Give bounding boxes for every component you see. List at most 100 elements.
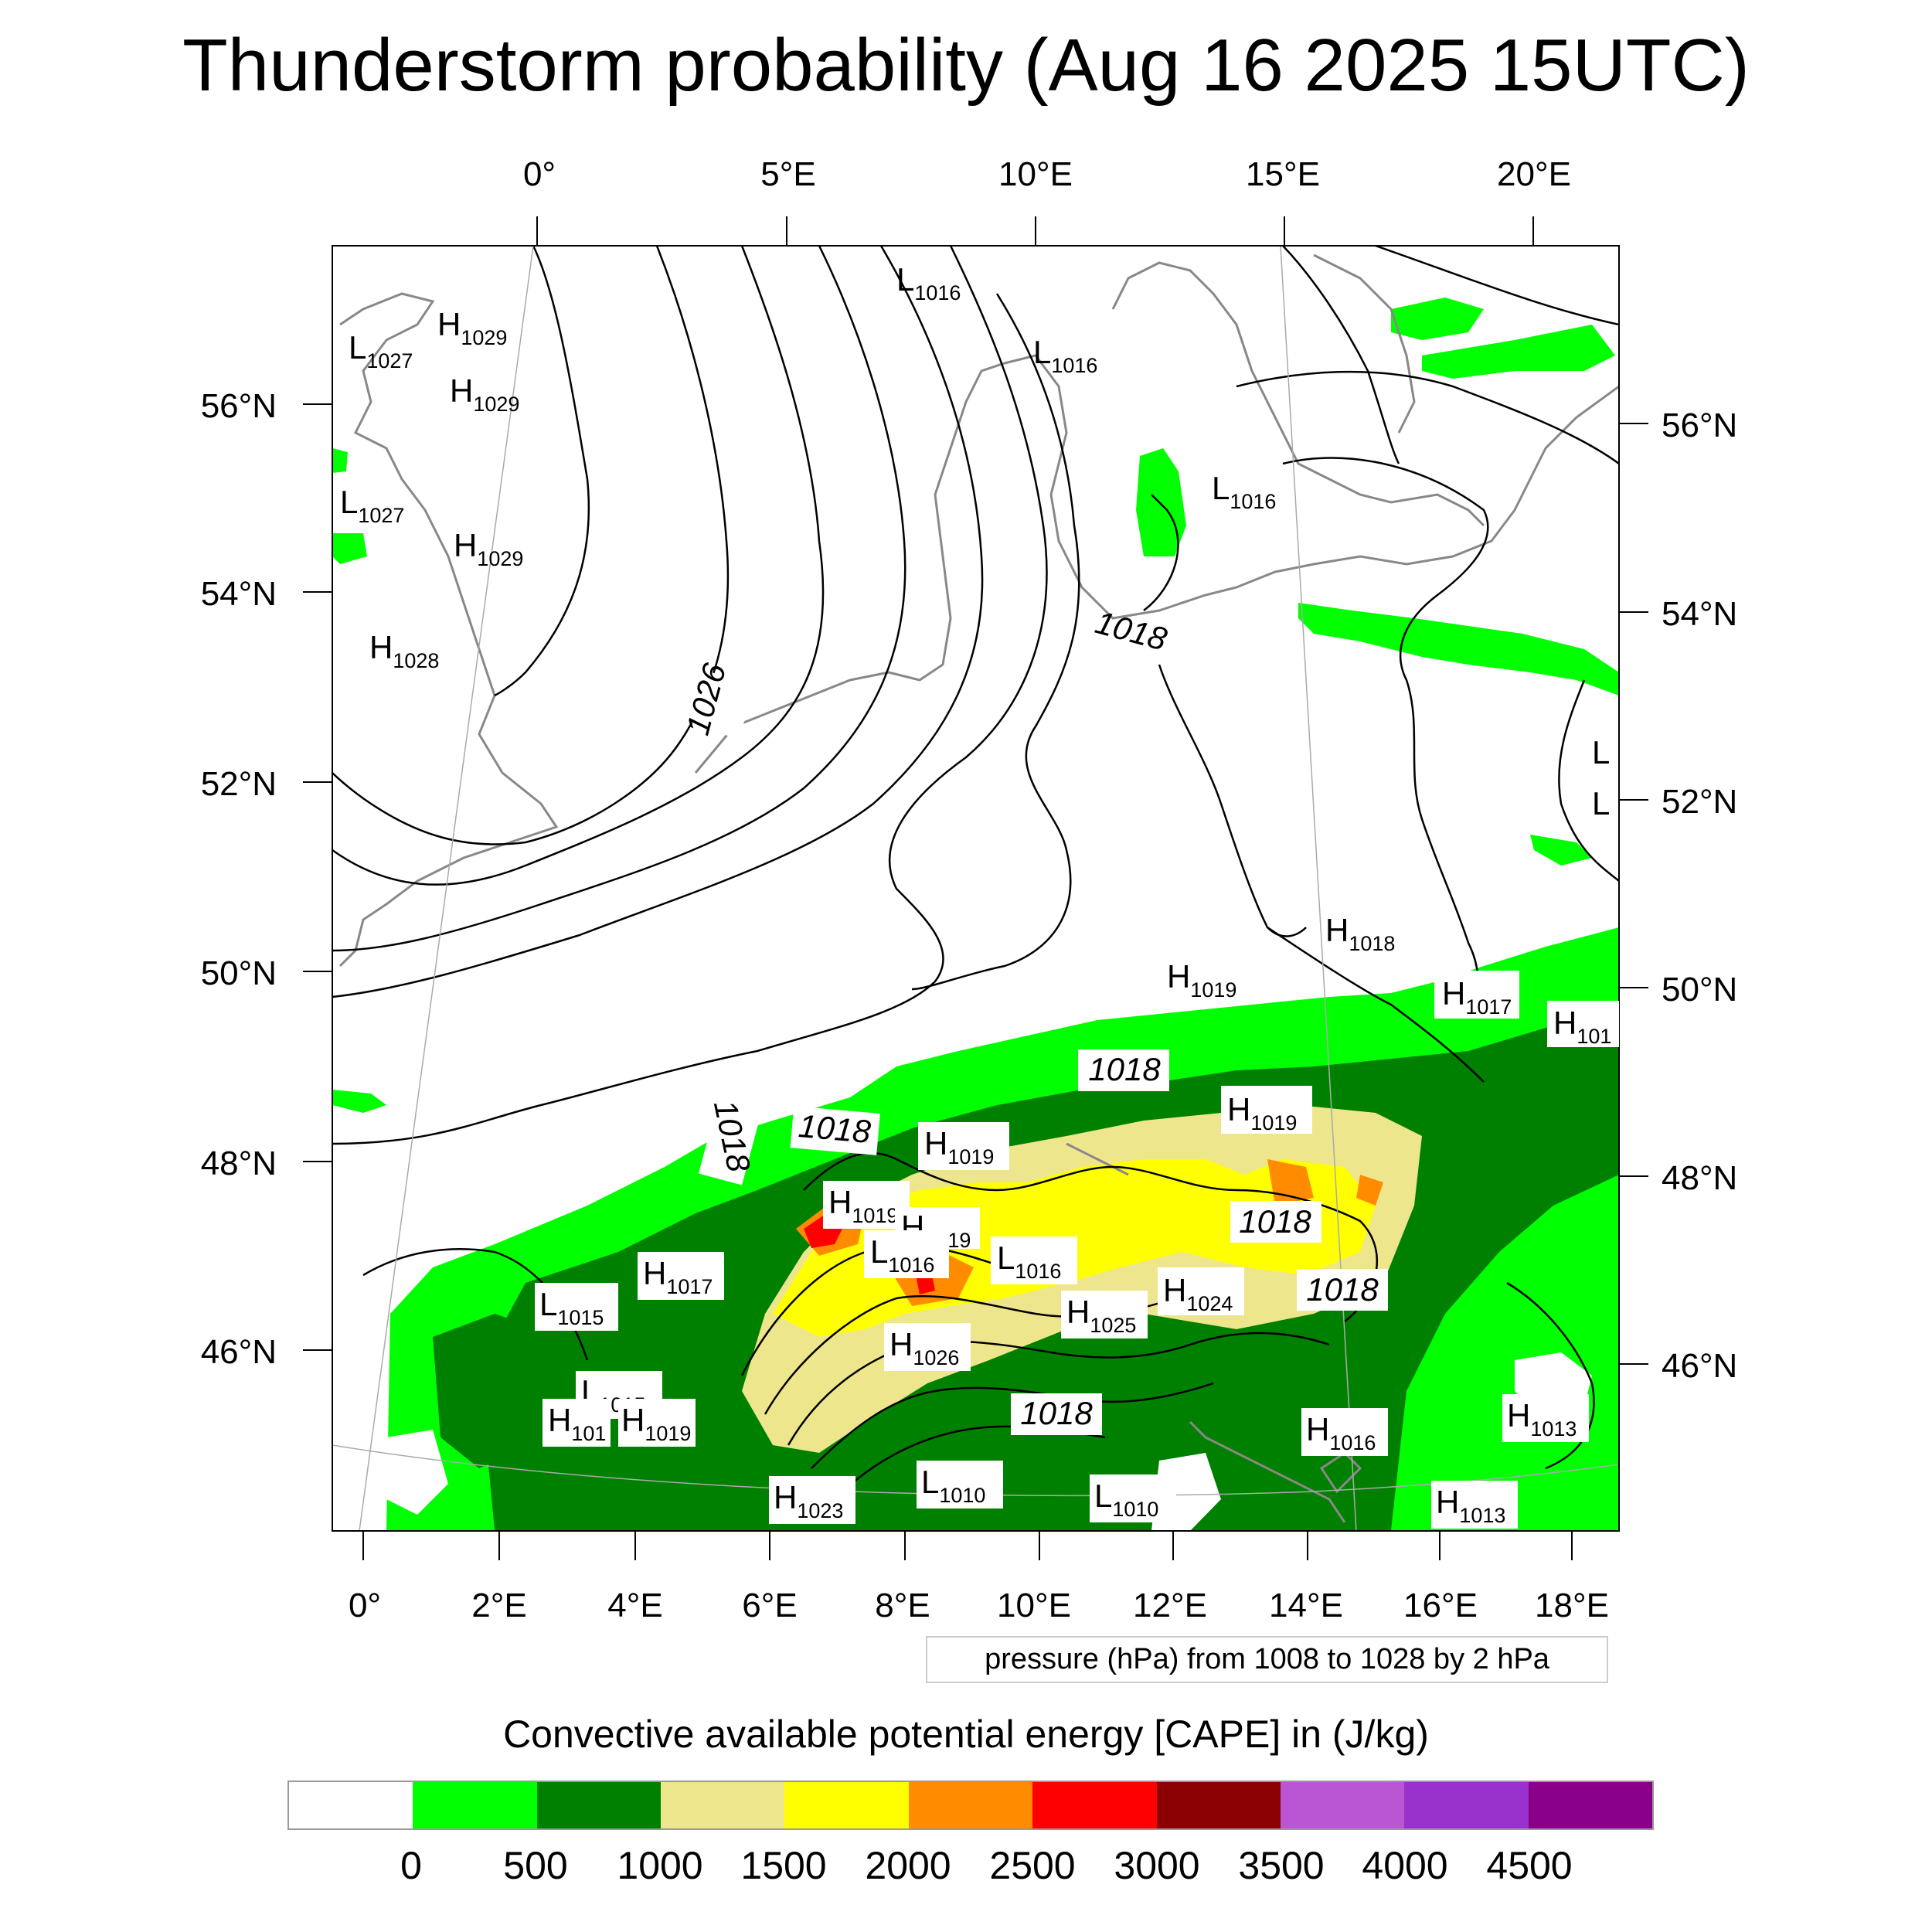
svg-text:H1029: H1029 <box>454 527 523 570</box>
colorbar-swatch <box>1528 1782 1652 1828</box>
right-lat-label: 48°N <box>1662 1159 1737 1197</box>
colorbar-swatch <box>1280 1782 1405 1828</box>
top-lon-label: 5°E <box>760 155 815 193</box>
pressure-center: L1010 <box>1094 1478 1158 1521</box>
pressure-center: H1016 <box>1306 1411 1376 1454</box>
svg-text:H1019: H1019 <box>621 1402 691 1445</box>
svg-text:L1016: L1016 <box>896 261 961 304</box>
svg-text:L1016: L1016 <box>1033 334 1097 377</box>
coastlines <box>338 253 1619 1523</box>
svg-text:H1024: H1024 <box>1163 1272 1233 1315</box>
svg-text:H1019: H1019 <box>828 1184 898 1227</box>
cape-area-0-500 <box>332 448 348 473</box>
pressure-center: H1019 <box>828 1184 898 1227</box>
left-lat-label: 50°N <box>201 954 277 992</box>
top-lon-label: 10°E <box>998 155 1073 193</box>
bottom-lon-label: 4°E <box>607 1587 662 1624</box>
pressure-center: H1024 <box>1163 1272 1233 1315</box>
pressure-center: H1028 <box>369 629 439 672</box>
isobar-line <box>1282 457 1489 998</box>
colorbar-swatch <box>413 1782 537 1828</box>
colorbar-tick-label: 500 <box>503 1844 568 1887</box>
right-lat-label: 52°N <box>1662 783 1737 821</box>
isobar-line <box>332 246 730 845</box>
isobar-line <box>787 1332 1330 1446</box>
cape-area-0-500 <box>332 1090 386 1113</box>
isobar-line <box>1158 664 1307 937</box>
pressure-center: H1025 <box>1066 1294 1136 1337</box>
colorbar-tick-label: 1000 <box>617 1844 703 1887</box>
pressure-center: L1027 <box>349 329 413 372</box>
left-lat-label: 54°N <box>201 575 277 613</box>
pressure-center: H1029 <box>454 527 523 570</box>
svg-text:L1010: L1010 <box>921 1464 985 1507</box>
isobar-line <box>1236 370 1619 465</box>
isobar-line <box>332 246 906 952</box>
plot-frame <box>332 245 1620 1532</box>
isobar-line <box>1375 246 1619 326</box>
pressure-center: L1027 <box>340 484 404 527</box>
pressure-center: L1010 <box>921 1464 985 1507</box>
colorbar-tick-label: 0 <box>400 1844 422 1887</box>
isobar-line <box>911 293 1080 991</box>
left-lat-label: 46°N <box>201 1333 277 1371</box>
svg-text:H1029: H1029 <box>450 372 519 416</box>
legend-title: Convective available potential energy [C… <box>503 1713 1429 1756</box>
svg-text:L1016: L1016 <box>870 1233 934 1277</box>
svg-text:H1018: H1018 <box>1325 912 1395 955</box>
top-lon-labels: 0° 5°E 10°E 15°E 20°E <box>523 155 1571 193</box>
svg-text:H1026: H1026 <box>889 1326 959 1369</box>
cape-area-0-500 <box>332 533 367 564</box>
cape-area-0-500 <box>1530 835 1592 866</box>
pressure-center: H1017 <box>643 1255 713 1298</box>
svg-text:H1017: H1017 <box>643 1255 713 1298</box>
isobar-line <box>332 246 984 998</box>
svg-text:H1013: H1013 <box>1436 1484 1505 1527</box>
colorbar-swatch <box>784 1782 909 1828</box>
left-lat-label: 56°N <box>201 387 277 425</box>
svg-text:H1028: H1028 <box>369 629 439 672</box>
isobar-line <box>332 246 1048 1145</box>
pressure-center: H101 <box>1553 1005 1611 1048</box>
isobar-line <box>1558 679 1619 882</box>
svg-text:H1029: H1029 <box>437 306 507 349</box>
colorbar-tick-label: 4500 <box>1486 1844 1573 1887</box>
svg-text:H1019: H1019 <box>1227 1091 1297 1134</box>
svg-text:L1016: L1016 <box>1212 470 1276 513</box>
svg-text:L1015: L1015 <box>539 1286 604 1329</box>
svg-text:L1027: L1027 <box>349 329 413 372</box>
contour-labels: 1026 1018 1018 1018 1018 1018 1018 1018 <box>658 604 1388 1435</box>
bottom-lon-label: 6°E <box>742 1587 797 1624</box>
cape-area-0-500 <box>1422 325 1615 379</box>
contour-label: 1018 <box>1088 1051 1161 1087</box>
colorbar-swatch <box>1032 1782 1157 1828</box>
pressure-center: H1019 <box>1227 1091 1297 1134</box>
cape-area-0-500 <box>1298 603 1619 696</box>
cape-area-0-500 <box>1391 298 1484 340</box>
colorbar-tick-label: 3500 <box>1238 1844 1325 1887</box>
right-lat-labels: 56°N 54°N 52°N 50°N 48°N 46°N <box>1662 406 1737 1385</box>
svg-text:H1017: H1017 <box>1442 975 1512 1019</box>
contour-label: 1018 <box>797 1107 872 1150</box>
isobar-line <box>1267 926 1485 1083</box>
isobar-line <box>1506 1281 1595 1470</box>
svg-text:H101: H101 <box>1553 1005 1611 1048</box>
pressure-center: L <box>1592 734 1610 770</box>
colorbar-tick-label: 4000 <box>1362 1844 1448 1887</box>
svg-text:H1019: H1019 <box>1167 958 1236 1002</box>
cape-area-500-1000 <box>433 1314 556 1468</box>
svg-text:H1025: H1025 <box>1066 1294 1136 1337</box>
right-lat-label: 50°N <box>1662 971 1737 1009</box>
pressure-center: H101 <box>548 1402 606 1445</box>
pressure-center: L1016 <box>997 1240 1061 1283</box>
colorbar-tick-label: 2000 <box>865 1844 951 1887</box>
pressure-center: L1015 <box>539 1286 604 1329</box>
contour-label: 1018 <box>1239 1203 1311 1240</box>
left-lat-label: 52°N <box>201 765 277 803</box>
isobar-line <box>1282 246 1400 464</box>
svg-text:H1016: H1016 <box>1306 1411 1376 1454</box>
chart-title: Thunderstorm probability (Aug 16 2025 15… <box>182 24 1750 107</box>
svg-text:L1027: L1027 <box>340 484 404 527</box>
bottom-lon-labels: 0° 2°E 4°E 6°E 8°E 10°E 12°E 14°E 16°E 1… <box>349 1587 1609 1624</box>
